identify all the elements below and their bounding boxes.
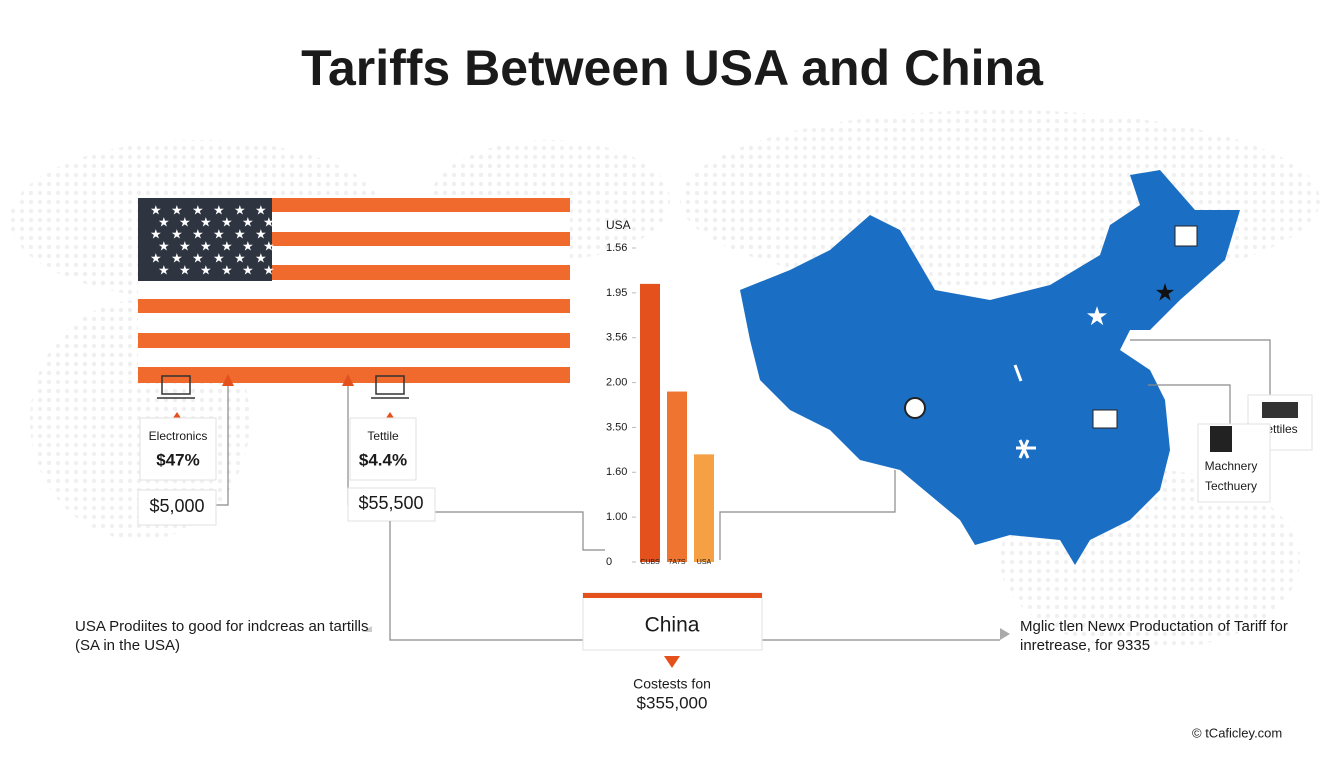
- amount-box: [137, 489, 217, 526]
- star: ★: [192, 202, 204, 217]
- amount-box: [347, 487, 436, 522]
- star: ★: [213, 202, 225, 217]
- label-box: [139, 417, 217, 481]
- x-tick-label: 7A7S: [668, 559, 685, 566]
- star: ★: [242, 238, 254, 253]
- y-tick-label: 1.56: [606, 242, 627, 254]
- star: ★: [200, 214, 212, 229]
- center-label: China: [645, 614, 700, 637]
- star: ★: [179, 214, 191, 229]
- star: ★: [263, 214, 275, 229]
- bar: [694, 454, 714, 562]
- connector: [719, 339, 1271, 560]
- y-tick-label: 3.56: [606, 332, 627, 344]
- star: ★: [158, 214, 170, 229]
- star: ★: [171, 250, 183, 265]
- arrows: [173, 374, 394, 418]
- rate: $4.4%: [359, 450, 407, 469]
- caption: Costests fon: [633, 676, 711, 692]
- note: USA Prodiites to good for indcreas an ta…: [75, 618, 368, 635]
- bar: [667, 391, 687, 562]
- star: ★: [213, 226, 225, 241]
- note: Mglic tlen Newx Productation of Tariff f…: [1020, 618, 1288, 635]
- y-tick-label: 2.00: [606, 376, 627, 388]
- star: ★: [242, 262, 254, 277]
- star: ★: [150, 226, 162, 241]
- star: ★: [255, 226, 267, 241]
- y-tick-label: 1.60: [606, 466, 627, 478]
- y-tick-label: 1.00: [606, 511, 627, 523]
- bar: [640, 283, 660, 562]
- star: ★: [263, 238, 275, 253]
- left-icons: [157, 375, 409, 399]
- svg-text:★: ★: [1154, 279, 1176, 306]
- star: ★: [221, 262, 233, 277]
- center-amount: $355,000: [637, 693, 708, 712]
- rate: $47%: [156, 450, 199, 469]
- arrow: [1000, 628, 1010, 640]
- star: ★: [192, 226, 204, 241]
- bar-chart: USA 0 1.00 1.60 3.50 2.00 3.56 1.95 1.56 CUBS 7A7…: [606, 218, 714, 568]
- category: Tettile: [367, 429, 399, 443]
- star: ★: [179, 238, 191, 253]
- star: ★: [158, 262, 170, 277]
- usa-flag: ★ ★ ★ ★ ★ ★★ ★ ★ ★ ★ ★★ ★ ★ ★ ★ ★★ ★ ★ ★ ★ ★★ ★ ★ ★ ★ ★★ ★ ★ ★ ★ ★: [138, 198, 570, 383]
- map-label: Tecthuery: [1205, 479, 1257, 493]
- star: ★: [200, 238, 212, 253]
- amount: $55,500: [358, 493, 423, 513]
- star: ★: [234, 202, 246, 217]
- footer: © tCaficley.com: [1192, 725, 1282, 740]
- star: ★: [179, 262, 191, 277]
- connector: [389, 521, 1000, 641]
- note: inretrease, for 9335: [1020, 637, 1150, 654]
- y-axis-title: USA: [606, 218, 631, 232]
- star: ★: [171, 202, 183, 217]
- x-tick-label: USA: [697, 559, 712, 566]
- arrow: [362, 626, 372, 632]
- star: ★: [255, 250, 267, 265]
- star: ★: [234, 226, 246, 241]
- arrow: [664, 656, 680, 668]
- star: ★: [255, 202, 267, 217]
- box-accent: [583, 593, 762, 598]
- star: ★: [213, 250, 225, 265]
- star: ★: [200, 262, 212, 277]
- map-icons: ★ ★: [904, 225, 1198, 459]
- star: ★: [150, 202, 162, 217]
- title: Tariffs Between USA and China: [301, 40, 1044, 96]
- y-tick-label: 0: [606, 556, 612, 568]
- connector: [215, 386, 605, 551]
- category: Electronics: [149, 429, 208, 443]
- star: ★: [242, 214, 254, 229]
- map-label: Machnery: [1205, 459, 1258, 473]
- icon: [1210, 426, 1232, 452]
- star: ★: [192, 250, 204, 265]
- star: ★: [221, 214, 233, 229]
- amount: $5,000: [149, 496, 204, 516]
- star: ★: [171, 226, 183, 241]
- y-tick-label: 3.50: [606, 421, 627, 433]
- y-tick-label: 1.95: [606, 287, 627, 299]
- x-tick-label: CUBS: [640, 559, 660, 566]
- china-box: [582, 592, 763, 651]
- note: (SA in the USA): [75, 637, 180, 654]
- star: ★: [150, 250, 162, 265]
- star: ★: [221, 238, 233, 253]
- label-box: [349, 417, 417, 481]
- star: ★: [158, 238, 170, 253]
- china-map: [740, 170, 1240, 565]
- star: ★: [263, 262, 275, 277]
- icon: [1262, 402, 1298, 418]
- svg-text:★: ★: [1085, 301, 1108, 331]
- star: ★: [234, 250, 246, 265]
